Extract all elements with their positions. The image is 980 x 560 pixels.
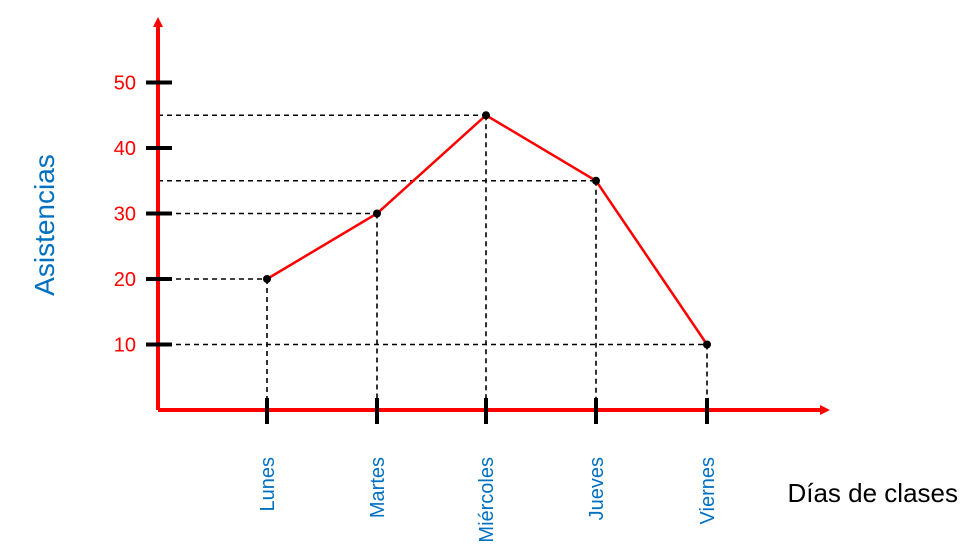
data-point <box>592 176 600 185</box>
y-tick-label: 40 <box>114 138 136 160</box>
series-line <box>266 113 709 346</box>
data-point <box>482 111 490 120</box>
axis-ticks: 10 20 30 40 50 Lunes Martes Miércoles Jueves Vier… <box>114 73 719 543</box>
data-point <box>703 340 711 349</box>
y-tick-label: 10 <box>114 335 136 357</box>
data-point <box>373 209 381 218</box>
data-point <box>263 275 271 283</box>
x-tick-label: Martes <box>367 457 389 518</box>
y-tick-label: 20 <box>114 269 136 291</box>
x-axis-title: Días de clases <box>787 478 958 508</box>
x-tick-label: Jueves <box>586 457 608 520</box>
x-tick-label: Viernes <box>697 457 719 524</box>
series <box>263 111 711 349</box>
x-tick-label: Miércoles <box>476 457 498 543</box>
y-tick-label: 30 <box>114 204 136 226</box>
axis-labels: Asistencias Días de clases <box>29 154 958 508</box>
x-tick-label: Lunes <box>257 457 279 512</box>
y-tick-label: 50 <box>114 73 136 95</box>
y-axis-title: Asistencias <box>29 154 60 296</box>
guide-lines <box>158 114 708 410</box>
axes <box>153 17 830 415</box>
